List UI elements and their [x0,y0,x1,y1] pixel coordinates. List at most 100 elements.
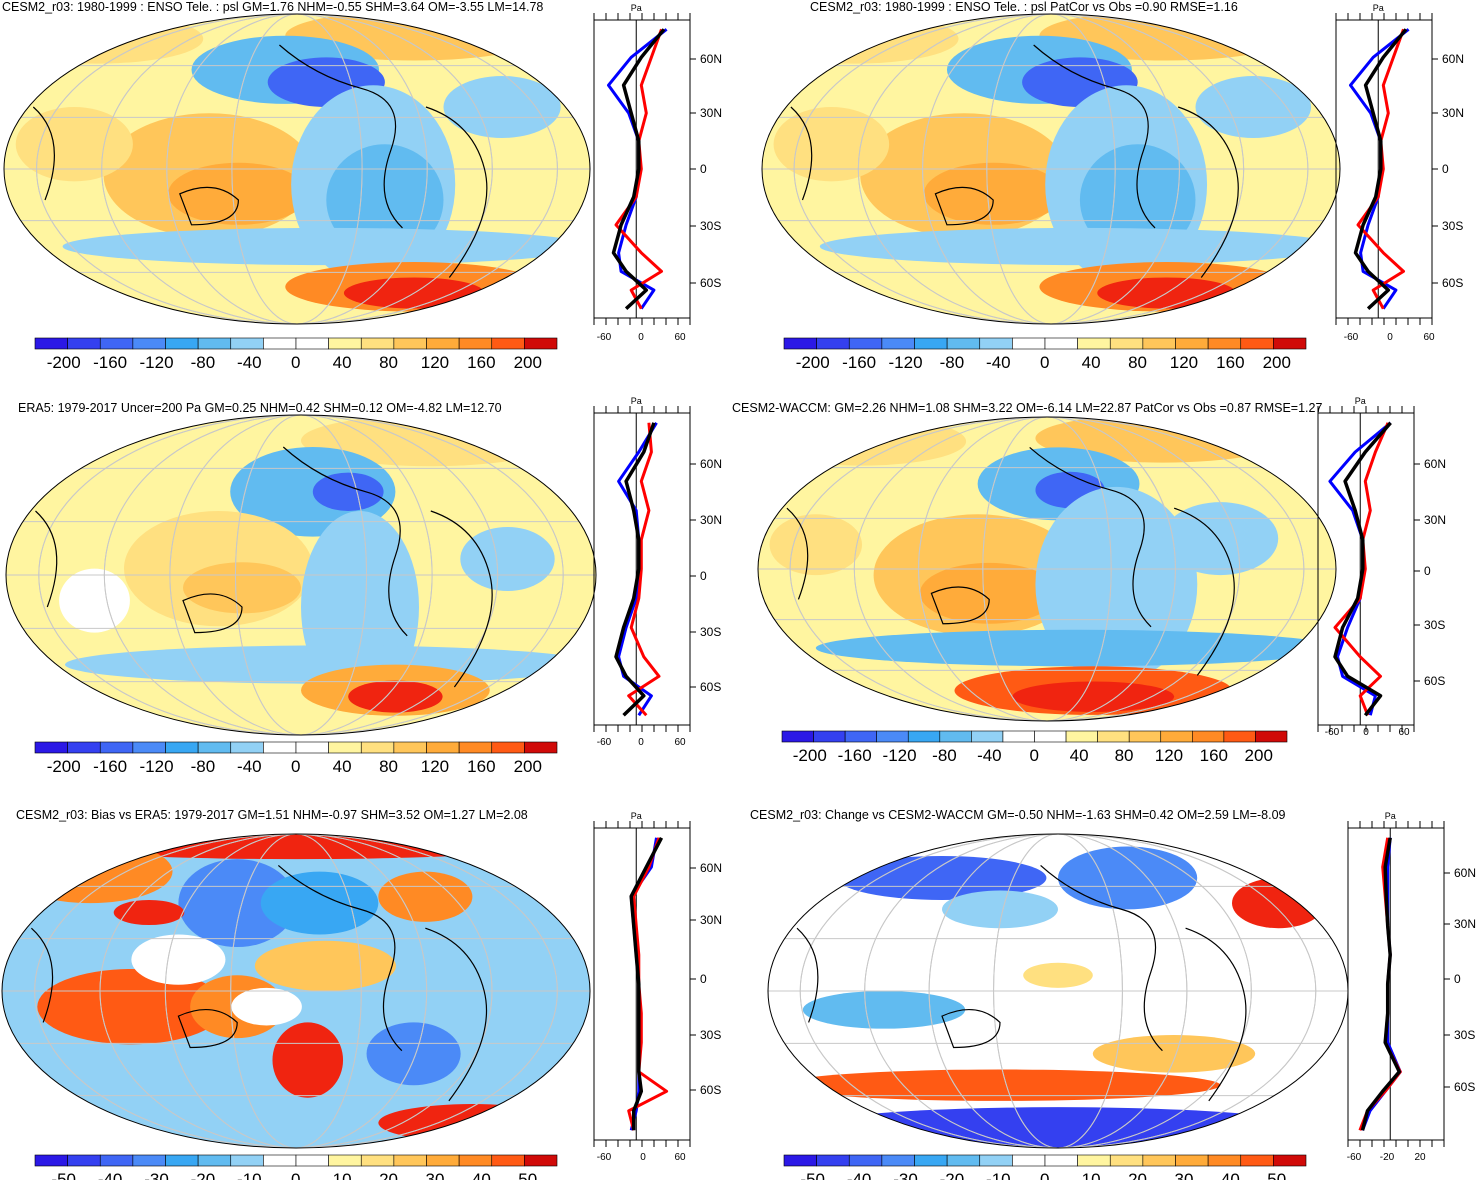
field-contour [1012,681,1175,712]
field-contour [460,527,555,591]
colorbar-swatch [979,1154,1013,1167]
panel-4: CESM2-WACCM: GM=2.26 NHM=1.08 SHM=3.22 O… [732,395,1484,790]
colorbar-tick-label: 200 [514,353,542,372]
profile-y-label: 30N [1424,513,1446,527]
colorbar-swatch [197,337,232,350]
field-contour [1092,1034,1256,1073]
map-grid-meridian [234,415,368,735]
colorbar-tick-label: -200 [793,746,827,765]
field-contour [942,890,1058,929]
colorbar-swatch [230,337,264,350]
series-model [1361,837,1402,1131]
panel-5: CESM2_r03: Bias vs ERA5: 1979-2017 GM=1.… [0,790,742,1185]
colorbar-swatch [848,337,883,350]
map-grid-meridian [36,14,558,324]
colorbar-swatch [1273,337,1307,350]
field-contour [815,629,1336,667]
coastline [425,106,488,278]
colorbar-swatch [458,741,493,754]
colorbar-swatch [844,730,877,743]
colorbar-tick-label: 40 [472,1170,491,1180]
colorbar-swatch [132,741,166,754]
colorbar-tick-label: 80 [379,353,398,372]
profile-unit-label: Pa [631,3,642,13]
profile-x-label: 60 [674,737,686,748]
colorbar-tick-label: 160 [1216,353,1244,372]
profile-y-label: 30S [1424,618,1445,632]
panel-2: CESM2_r03: 1980-1999 : ENSO Tele. : psl … [742,0,1484,395]
colorbar-swatch [230,1154,264,1167]
field-contour [131,934,226,985]
field-contour [1195,76,1312,138]
profile-unit-label: Pa [631,811,642,821]
colorbar-tick-label: -120 [140,757,174,776]
map-field [758,417,1336,721]
field-contour [779,1069,1221,1101]
colorbar-swatch [1002,730,1035,743]
colorbar-swatch [1192,730,1225,743]
coastline [1177,106,1239,278]
coastline [1040,864,1163,1052]
field-contour [168,162,309,225]
coastline [31,927,54,1023]
profile-x-label: 0 [1363,727,1369,738]
map-field [4,14,590,324]
coastline [786,507,809,600]
panel-svg: -50 -40 -30 -20 -10 0 10 20 30 40 50 Pa 60N 30N 0 30S 60… [767,811,1476,1185]
colorbar-tick-label: 80 [1128,353,1147,372]
map-grid-meridian [169,415,433,735]
colorbar-tick-label: 40 [333,757,352,776]
profile-y-label: 60N [700,457,722,471]
colorbar-tick-label: -80 [940,353,965,372]
profile-x-label: 60 [674,1152,686,1163]
colorbar-swatch [426,741,460,754]
coastline [934,186,994,226]
colorbar-tick-label: 50 [518,1170,537,1180]
profile-y-label: 30S [700,1028,721,1042]
colorbar-swatch [1077,337,1111,350]
colorbar-swatch [848,1154,883,1167]
profile-y-label: 30N [700,106,722,120]
coastline [796,927,819,1023]
coastline [282,446,408,637]
colorbar-tick-label: 120 [421,353,449,372]
profile-x-label: 60 [674,332,686,343]
colorbar-tick-label: -40 [237,353,262,372]
colorbar-tick-label: 0 [1040,353,1049,372]
colorbar-tick-label: 200 [1245,746,1273,765]
colorbar-swatch [67,337,101,350]
colorbar-tick-label: -200 [47,757,81,776]
map-grid-meridian [799,834,1317,1148]
profile-y-label: 0 [1424,564,1431,578]
colorbar-tick-label: 30 [1174,1170,1193,1180]
profile-x-label: -60 [1325,727,1340,738]
colorbar-swatch [946,1154,981,1167]
profile-x-label: 0 [638,737,644,748]
colorbar-tick-label: -120 [140,353,174,372]
field-contour [366,1022,461,1086]
series-model [629,837,658,1131]
profile-x-label: 60 [1398,727,1410,738]
map-outline [1,833,591,1149]
coastline [32,106,55,201]
field-contour [113,899,185,926]
colorbar-swatch [426,1154,460,1167]
field-contour [326,144,444,256]
colorbar-swatch [914,1154,948,1167]
profile-y-label: 60S [1454,1080,1475,1094]
colorbar-swatch [524,741,558,754]
series-model-alt [614,28,663,310]
profile-x-label: -60 [1347,1152,1362,1163]
field-contour [797,1107,1319,1148]
panel-3: ERA5: 1979-2017 Uncer=200 Pa GM=0.25 NHM… [0,395,742,790]
panel-svg: -200 -160 -120 -80 -40 0 40 80 120 160 200 Pa 60N 30N… [757,396,1446,765]
colorbar-swatch [813,730,846,743]
colorbar-tick-label: 200 [1263,353,1291,372]
colorbar-tick-label: 120 [1170,353,1198,372]
colorbar-swatch [393,337,427,350]
colorbar-swatch [1109,337,1144,350]
series-model-alt [627,422,661,717]
colorbar-tick-label: 160 [1200,746,1228,765]
field-contour [1023,962,1093,988]
profile-x-label: -20 [1380,1152,1395,1163]
